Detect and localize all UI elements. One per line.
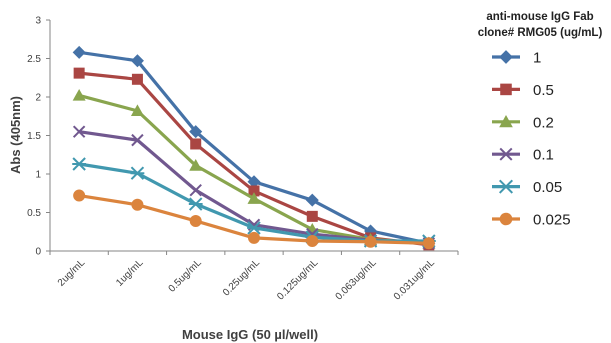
x-point: [189, 183, 202, 197]
circle-point: [364, 235, 377, 248]
circle-point: [131, 198, 144, 211]
legend-entry: 0.2: [492, 114, 554, 131]
diamond-point: [189, 125, 203, 139]
legend-entry: 0.05: [492, 179, 562, 196]
legend-label: 0.05: [533, 179, 562, 196]
legend-entry: 0.1: [492, 147, 554, 164]
square-point: [73, 67, 85, 79]
chart-axes: 0 0.5 1 1.5 2 2.5 3 2ug/mL 1ug/mL 0.5ug/mL 0.25ug/…: [27, 16, 459, 302]
x-point: [499, 147, 513, 161]
asterisk-point: [247, 221, 261, 235]
square-point: [500, 83, 512, 96]
legend-label: 0.5: [533, 82, 554, 99]
legend-title-line: anti-mouse IgG Fab: [486, 11, 593, 23]
square-point: [190, 138, 202, 150]
x-tick-label: 0.5ug/mL: [167, 257, 205, 295]
legend-label: 1: [533, 50, 541, 67]
square-point: [248, 185, 260, 197]
diamond-point: [130, 54, 144, 68]
legend-label: 0.1: [533, 147, 554, 164]
asterisk-point: [498, 179, 514, 194]
asterisk-point: [130, 166, 145, 180]
x-tick-label: 0.125ug/mL: [275, 257, 320, 302]
x-tick-label: 1ug/mL: [114, 257, 146, 289]
circle-point: [73, 189, 86, 202]
asterisk-point: [188, 197, 203, 211]
triangle-point: [247, 192, 261, 204]
y-axis-title: Abs (405nm): [8, 96, 23, 174]
series-6: [73, 189, 435, 250]
circle-point: [306, 234, 319, 247]
legend-title-line: clone# RMG05 (ug/mL): [478, 27, 603, 39]
x-point: [131, 133, 144, 147]
x-tick-label: 0.063ug/mL: [334, 257, 379, 302]
y-tick-label: 3: [35, 16, 41, 27]
circle-point: [422, 237, 435, 250]
x-point: [72, 125, 86, 138]
diamond-point: [72, 45, 86, 59]
y-tick-label: 0.5: [27, 208, 41, 219]
circle-point: [499, 212, 513, 226]
circle-point: [189, 214, 202, 227]
y-tick-label: 2: [35, 93, 41, 104]
triangle-point: [72, 88, 86, 101]
x-axis-title: Mouse IgG (50 µl/well): [182, 327, 318, 342]
y-tick-label: 1.5: [27, 131, 41, 142]
series-line: [78, 50, 430, 245]
diamond-point: [247, 175, 261, 189]
legend-label: 0.025: [533, 212, 571, 229]
legend-label: 0.2: [533, 114, 554, 131]
x-tick-label: 0.031ug/mL: [392, 257, 437, 302]
circle-point: [248, 231, 260, 244]
chart-series: [72, 45, 436, 251]
triangle-point: [130, 104, 144, 117]
y-tick-label: 1: [35, 170, 41, 181]
legend-entry: 0.5: [492, 82, 554, 99]
triangle-point: [189, 159, 203, 171]
x-tick-label: 2ug/mL: [56, 257, 88, 289]
chart-legend: anti-mouse IgG Fab clone# RMG05 (ug/mL) 1 0…: [478, 11, 603, 229]
square-point: [131, 73, 143, 85]
series-line: [78, 71, 430, 247]
diamond-point: [499, 50, 513, 64]
series-1: [72, 45, 436, 250]
asterisk-point: [72, 157, 87, 171]
y-tick-label: 2.5: [27, 54, 41, 65]
square-point: [306, 210, 318, 222]
series-2: [73, 67, 435, 251]
legend-entry: 0.025: [492, 212, 571, 229]
series-line: [78, 93, 429, 245]
legend-entry: 1: [492, 50, 541, 67]
x-tick-label: 0.25ug/mL: [221, 257, 263, 299]
triangle-point: [499, 114, 513, 128]
y-tick-label: 0: [35, 247, 41, 258]
diamond-point: [305, 193, 319, 207]
